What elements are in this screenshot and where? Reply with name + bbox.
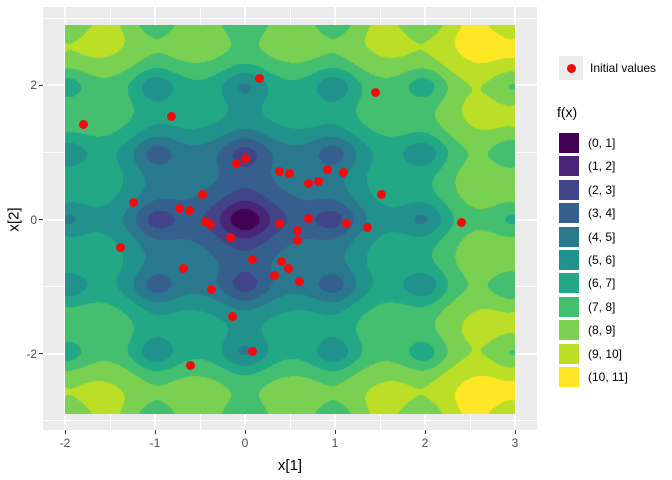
initial-value-point xyxy=(274,166,284,176)
legend-swatch-label: (5, 6] xyxy=(588,253,616,267)
x-tick-label: -2 xyxy=(59,436,71,450)
legend-swatch xyxy=(559,297,579,317)
initial-value-point xyxy=(232,158,242,168)
initial-value-point xyxy=(184,205,194,215)
legend-swatch xyxy=(559,344,579,364)
initial-value-point xyxy=(198,189,208,199)
legend-swatch-label: (3, 4] xyxy=(588,206,616,220)
legend-swatch xyxy=(559,320,579,340)
initial-value-point xyxy=(338,168,348,178)
x-tick-label: 3 xyxy=(511,436,519,450)
legend-swatch xyxy=(559,273,579,293)
x-axis-tick xyxy=(334,430,336,434)
initial-value-point xyxy=(128,198,138,208)
initial-value-point xyxy=(254,74,264,84)
initial-value-point xyxy=(116,243,126,253)
x-tick-label: -1 xyxy=(149,436,161,450)
initial-value-point xyxy=(274,219,284,229)
x-axis-title: x[1] xyxy=(277,457,303,474)
legend-swatch-label: (4, 5] xyxy=(588,230,616,244)
horizontal-gridline xyxy=(43,17,537,19)
initial-value-point xyxy=(371,87,380,97)
legend-swatch-label: (10, 11] xyxy=(588,370,628,384)
legend: Initial values f(x) (0, 1] (1, 2] (2, 3] (3… xyxy=(557,0,672,480)
initial-value-point xyxy=(294,277,304,287)
initial-value-point xyxy=(283,263,293,273)
x-axis-tick xyxy=(244,430,246,434)
initial-value-point xyxy=(292,236,302,246)
legend-swatch xyxy=(559,203,579,223)
initial-value-point xyxy=(200,217,210,226)
initial-value-point xyxy=(207,285,217,295)
initial-value-point xyxy=(377,190,387,200)
y-axis-tick xyxy=(39,219,43,220)
legend-swatch xyxy=(559,250,579,270)
y-axis-tick xyxy=(39,353,43,355)
initial-value-point xyxy=(166,112,176,122)
initial-value-point xyxy=(292,226,302,236)
legend-points-key xyxy=(559,56,583,80)
legend-swatch-label: (8, 9] xyxy=(588,323,616,337)
initial-value-point xyxy=(240,153,250,163)
legend-swatch-label: (6, 7] xyxy=(588,276,616,290)
x-tick-label: 1 xyxy=(331,436,339,450)
initial-value-point xyxy=(342,219,352,229)
initial-value-point xyxy=(185,361,195,371)
legend-swatch-label: (2, 3] xyxy=(588,183,616,197)
initial-value-point xyxy=(362,223,372,233)
initial-value-point xyxy=(206,219,216,229)
initial-value-point xyxy=(226,233,236,243)
initial-value-point xyxy=(78,120,88,130)
legend-points-label: Initial values xyxy=(590,61,657,75)
legend-swatch-label: (1, 2] xyxy=(588,159,616,173)
x-tick-label: 0 xyxy=(241,436,249,450)
horizontal-gridline xyxy=(43,420,537,422)
initial-value-point xyxy=(284,168,294,178)
initial-value-point xyxy=(457,218,467,228)
legend-swatch xyxy=(559,180,579,200)
red-point-icon xyxy=(566,63,576,73)
y-tick-label: -2 xyxy=(26,346,37,361)
initial-value-point xyxy=(179,263,189,273)
initial-value-point xyxy=(247,347,257,357)
initial-value-point xyxy=(227,312,237,322)
initial-value-point xyxy=(303,179,313,189)
y-tick-label: 2 xyxy=(30,78,37,93)
initial-value-point xyxy=(247,255,257,265)
legend-swatch-label: (9, 10] xyxy=(588,347,623,361)
legend-swatch xyxy=(559,227,579,247)
plot-panel xyxy=(43,7,537,430)
legend-swatch xyxy=(559,367,579,387)
x-axis-tick xyxy=(64,430,66,434)
initial-value-point xyxy=(323,165,333,175)
legend-fill-title: f(x) xyxy=(557,104,578,120)
initial-value-point xyxy=(174,204,184,214)
initial-value-point xyxy=(314,177,324,187)
initial-value-point xyxy=(303,214,313,224)
x-axis-tick xyxy=(154,430,156,434)
x-axis-tick xyxy=(514,430,516,434)
scatter-points-layer xyxy=(43,7,537,430)
legend-swatch xyxy=(559,156,579,176)
initial-value-point xyxy=(270,271,280,281)
y-axis-tick xyxy=(39,84,43,86)
legend-swatch xyxy=(559,133,579,153)
x-tick-label: 2 xyxy=(421,436,429,450)
initial-value-point xyxy=(276,257,286,267)
legend-swatch-label: (7, 8] xyxy=(588,300,616,314)
x-axis-tick xyxy=(424,430,426,434)
y-tick-label: 0 xyxy=(30,212,37,227)
contour-fill-canvas xyxy=(65,25,515,414)
legend-swatch-label: (0, 1] xyxy=(588,136,616,150)
